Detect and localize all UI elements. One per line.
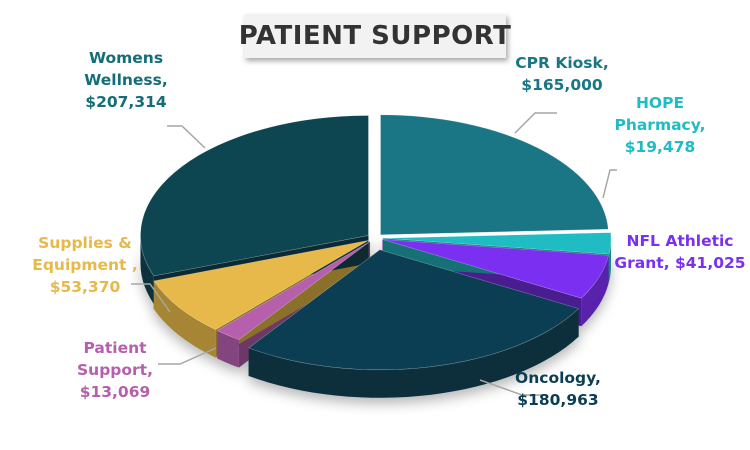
data-label-oncology: Oncology, $180,963: [515, 369, 601, 409]
slice-side-womens-wellness: [140, 235, 154, 304]
pie-slice-cpr-kiosk: [380, 114, 609, 236]
data-label-line: Equipment ,: [32, 256, 138, 274]
leader-line-patient-support: [158, 347, 217, 365]
pie-slice-hope-pharmacy: [382, 232, 612, 255]
slice-side-patient-support: [217, 330, 239, 368]
data-label-line: $53,370: [50, 278, 121, 296]
data-label-line: Supplies &: [38, 234, 132, 252]
leader-line-womens-wellness: [167, 125, 206, 149]
pie-slice-oncology: [248, 249, 580, 371]
slice-side-oncology: [248, 308, 579, 398]
slice-side-supplies-equipment: [153, 280, 216, 358]
data-label-cpr-kiosk: CPR Kiosk, $165,000: [515, 54, 608, 94]
leader-line-supplies-equipment: [131, 283, 171, 313]
data-label-line: $207,314: [85, 93, 167, 111]
data-label-line: Oncology,: [515, 369, 601, 387]
data-label-patient-support: Patient Support, $13,069: [77, 339, 153, 401]
pie-slice-supplies-equipment: [153, 240, 369, 330]
data-label-line: Womens: [89, 49, 163, 67]
data-label-line: $13,069: [80, 383, 151, 401]
data-label-line: $19,478: [625, 138, 696, 156]
data-label-womens-wellness: Womens Wellness, $207,314: [84, 49, 168, 111]
data-label-line: HOPE: [636, 94, 684, 112]
slice-side-nfl-athletic-grant: [581, 255, 609, 327]
data-label-line: Grant, $41,025: [614, 254, 745, 272]
slice-side-hope-pharmacy: [608, 238, 611, 283]
data-label-line: Pharmacy,: [614, 116, 705, 134]
data-label-line: Wellness,: [84, 71, 168, 89]
pie-slice-nfl-athletic-grant: [382, 239, 609, 299]
chart-title: PATIENT SUPPORT: [238, 21, 512, 51]
data-label-line: $165,000: [521, 76, 603, 94]
leader-line-hope-pharmacy: [602, 169, 617, 199]
data-label-line: CPR Kiosk,: [515, 54, 608, 72]
data-label-nfl-athletic-grant: NFL Athletic Grant, $41,025: [614, 232, 745, 272]
leader-line-oncology: [479, 379, 546, 396]
chart-title-box: PATIENT SUPPORT: [239, 14, 511, 58]
data-label-supplies-equipment: Supplies & Equipment , $53,370: [32, 234, 138, 296]
pie-slice-patient-support: [216, 241, 371, 340]
leader-line-cpr-kiosk: [514, 112, 557, 134]
data-label-line: Support,: [77, 361, 153, 379]
data-label-hope-pharmacy: HOPE Pharmacy, $19,478: [614, 94, 705, 156]
data-label-line: $180,963: [517, 391, 598, 409]
data-label-line: Patient: [83, 339, 147, 357]
data-label-line: NFL Athletic: [626, 232, 733, 250]
pie-slice-womens-wellness: [140, 115, 369, 277]
